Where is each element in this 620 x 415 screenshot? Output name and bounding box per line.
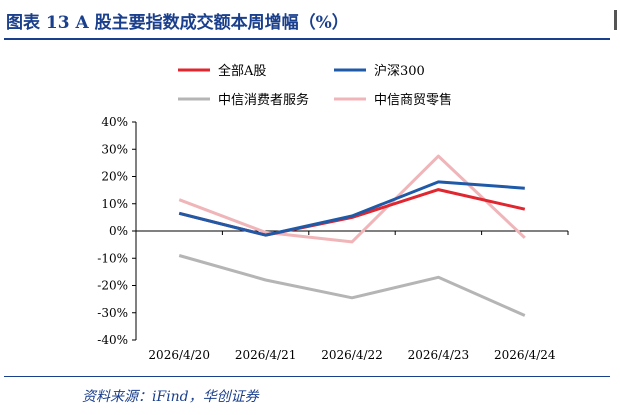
legend-label: 中信商贸零售 bbox=[374, 92, 452, 108]
legend-label: 沪深300 bbox=[374, 63, 425, 79]
y-tick-label: 10% bbox=[101, 197, 128, 211]
chart-axes: 40% 30% 20% 10% 0% -10% -20% -30% -40% 2026/4/20 2… bbox=[97, 115, 569, 362]
title-divider bbox=[4, 38, 610, 40]
y-tick-label: 40% bbox=[101, 115, 128, 129]
series-line-3 bbox=[178, 154, 526, 244]
y-tick-label: 30% bbox=[101, 142, 128, 156]
series-line-1 bbox=[178, 180, 525, 237]
source-note: 资料来源：iFind，华创证券 bbox=[82, 389, 259, 405]
y-tick-label: -20% bbox=[97, 279, 128, 293]
footer-divider bbox=[4, 376, 610, 377]
y-tick-label: -30% bbox=[97, 306, 128, 320]
y-tick-label: -10% bbox=[97, 251, 128, 265]
y-tick-label: 0% bbox=[109, 224, 128, 238]
legend-label: 中信消费者服务 bbox=[218, 92, 309, 108]
line-chart: 全部A股 沪深300 中信消费者服务 中信商贸零售 40% 30% 20% 10% 0% -10… bbox=[97, 63, 569, 362]
series-line-0 bbox=[178, 188, 526, 237]
chart-series bbox=[178, 154, 526, 317]
legend-label: 全部A股 bbox=[218, 63, 266, 79]
x-tick-label: 2026/4/20 bbox=[148, 348, 210, 362]
y-tick-label: -40% bbox=[97, 333, 128, 347]
adjacent-panel-edge bbox=[614, 10, 617, 30]
x-tick-label: 2026/4/24 bbox=[494, 348, 556, 362]
x-tick-label: 2026/4/21 bbox=[235, 348, 297, 362]
x-tick-label: 2026/4/22 bbox=[321, 348, 383, 362]
legend: 全部A股 沪深300 中信消费者服务 中信商贸零售 bbox=[178, 63, 452, 108]
x-tick-label: 2026/4/23 bbox=[408, 348, 470, 362]
chart-title: 图表 13 A 股主要指数成交额本周增幅（%） bbox=[6, 13, 349, 33]
y-tick-label: 20% bbox=[101, 170, 128, 184]
series-line-2 bbox=[178, 254, 526, 317]
